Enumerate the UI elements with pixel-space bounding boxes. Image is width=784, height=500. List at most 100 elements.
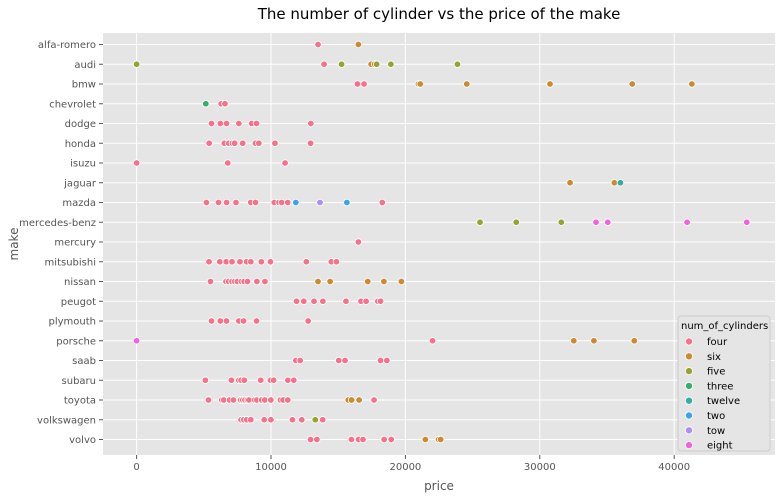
data-point-four: [252, 119, 261, 128]
data-point-four: [353, 80, 362, 88]
data-point-four: [310, 297, 318, 305]
data-point-four: [362, 297, 370, 305]
legend-label-three: three: [707, 381, 733, 392]
data-point-four: [201, 376, 210, 384]
legend-label-tow: tow: [707, 426, 725, 437]
legend-marker-three: [685, 381, 694, 390]
data-point-four: [281, 159, 289, 167]
y-tick-label: chevrolet: [49, 99, 96, 110]
legend-marker-tow: [685, 426, 694, 435]
y-tick-label: alfa-romero: [38, 40, 96, 51]
data-point-four: [360, 80, 368, 88]
data-point-four: [232, 198, 240, 207]
data-point-four: [247, 258, 255, 266]
x-tick-label: 0: [133, 462, 139, 473]
data-point-tow: [316, 198, 324, 207]
data-point-six: [463, 80, 471, 88]
x-tick-label: 30000: [524, 462, 556, 473]
data-point-four: [359, 435, 367, 444]
data-point-two: [343, 198, 351, 207]
data-point-four: [247, 416, 255, 424]
data-point-four: [216, 119, 225, 128]
data-point-eight: [592, 218, 600, 226]
y-tick-label: porsche: [56, 336, 96, 347]
y-tick-label: volvo: [69, 435, 96, 446]
data-point-four: [236, 258, 244, 266]
y-tick-label: saab: [72, 356, 96, 367]
legend-title: num_of_cylinders: [681, 321, 768, 332]
data-point-four: [207, 119, 216, 128]
data-point-four: [341, 356, 349, 365]
gridlines: [103, 33, 775, 455]
data-point-four: [292, 297, 301, 305]
data-point-four: [332, 258, 341, 266]
data-point-six: [421, 435, 430, 444]
data-point-six: [347, 396, 356, 404]
data-point-six: [380, 277, 388, 286]
data-point-four: [222, 198, 231, 207]
data-point-four: [216, 317, 225, 325]
data-point-four: [320, 60, 328, 68]
data-point-four: [206, 277, 215, 286]
data-point-four: [376, 356, 385, 365]
data-point-four: [235, 119, 243, 128]
data-point-four: [306, 435, 315, 444]
data-point-four: [313, 435, 321, 444]
data-point-five: [557, 218, 566, 226]
data-point-four: [132, 159, 141, 167]
data-point-four: [228, 258, 236, 266]
data-point-four: [302, 258, 311, 266]
data-point-four: [205, 139, 213, 147]
legend-label-two: two: [707, 411, 725, 422]
data-point-four: [284, 198, 292, 207]
data-point-four: [284, 396, 292, 404]
data-point-four: [267, 416, 275, 424]
data-point-four: [318, 416, 327, 424]
data-point-four: [224, 159, 232, 167]
data-point-four: [229, 396, 238, 404]
data-point-four: [261, 396, 269, 404]
y-tick-label: dodge: [65, 119, 96, 130]
data-point-six: [354, 40, 363, 49]
legend-marker-twelve: [685, 396, 694, 405]
data-point-five: [132, 60, 141, 68]
x-tick-label: 20000: [389, 462, 421, 473]
data-point-four: [202, 198, 211, 207]
data-point-four: [307, 119, 315, 128]
data-point-four: [214, 198, 223, 207]
data-point-four: [252, 317, 261, 325]
data-point-four: [253, 277, 261, 286]
data-point-four: [221, 100, 229, 108]
data-point-six: [326, 277, 334, 286]
data-point-four: [255, 139, 263, 147]
data-point-six: [314, 277, 322, 286]
data-point-four: [266, 258, 275, 266]
data-point-four: [222, 119, 231, 128]
y-tick-label: volkswagen: [37, 415, 96, 426]
data-point-five: [337, 60, 346, 68]
y-tick-label: audi: [74, 60, 96, 71]
data-point-four: [222, 317, 231, 325]
data-point-four: [383, 356, 391, 365]
data-point-six: [566, 179, 574, 187]
data-point-eight: [132, 337, 141, 345]
data-point-four: [288, 416, 297, 424]
data-point-four: [300, 297, 308, 305]
y-tick-label: isuzu: [70, 159, 96, 170]
data-point-four: [319, 297, 327, 305]
x-axis-label: price: [424, 479, 454, 493]
y-tick-label: nissan: [64, 277, 96, 288]
x-tick-label: 10000: [255, 462, 287, 473]
data-point-eight: [683, 218, 691, 226]
data-point-four: [277, 198, 286, 207]
data-point-six: [364, 277, 372, 286]
data-point-eight: [743, 218, 751, 226]
data-point-four: [304, 317, 312, 325]
data-point-four: [207, 317, 216, 325]
data-points: [132, 40, 751, 444]
data-point-four: [378, 198, 386, 207]
data-point-four: [298, 416, 306, 424]
data-point-twelve: [616, 179, 625, 187]
data-point-six: [610, 179, 619, 187]
y-tick-label: peugot: [61, 297, 96, 308]
